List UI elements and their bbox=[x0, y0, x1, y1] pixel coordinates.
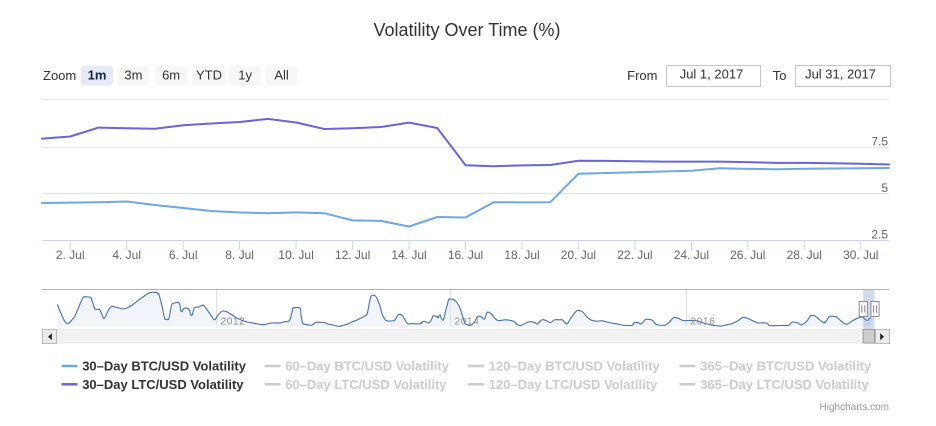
svg-text:28. Jul: 28. Jul bbox=[787, 248, 822, 262]
svg-text:Jul 31, 2017: Jul 31, 2017 bbox=[805, 67, 876, 82]
svg-text:12. Jul: 12. Jul bbox=[335, 248, 370, 262]
svg-text:Jul 1, 2017: Jul 1, 2017 bbox=[680, 67, 744, 82]
svg-text:20. Jul: 20. Jul bbox=[561, 248, 596, 262]
svg-text:14. Jul: 14. Jul bbox=[391, 248, 426, 262]
svg-text:2016: 2016 bbox=[691, 317, 716, 328]
svg-text:365–Day LTC/USD Volatility: 365–Day LTC/USD Volatility bbox=[700, 377, 869, 392]
svg-text:2. Jul: 2. Jul bbox=[56, 248, 85, 262]
svg-text:6. Jul: 6. Jul bbox=[169, 248, 198, 262]
svg-text:30–Day LTC/USD Volatility: 30–Day LTC/USD Volatility bbox=[82, 377, 244, 392]
svg-text:4. Jul: 4. Jul bbox=[112, 248, 141, 262]
svg-text:16. Jul: 16. Jul bbox=[448, 248, 483, 262]
svg-text:7.5: 7.5 bbox=[871, 134, 888, 148]
svg-text:60–Day LTC/USD Volatility: 60–Day LTC/USD Volatility bbox=[285, 377, 447, 392]
svg-text:1m: 1m bbox=[88, 68, 107, 83]
svg-text:120–Day BTC/USD Volatility: 120–Day BTC/USD Volatility bbox=[489, 359, 661, 374]
svg-text:30. Jul: 30. Jul bbox=[843, 248, 878, 262]
svg-text:60–Day BTC/USD Volatility: 60–Day BTC/USD Volatility bbox=[285, 359, 450, 374]
svg-text:24. Jul: 24. Jul bbox=[674, 248, 709, 262]
svg-text:1y: 1y bbox=[238, 68, 252, 83]
svg-text:10. Jul: 10. Jul bbox=[278, 248, 313, 262]
svg-text:YTD: YTD bbox=[196, 68, 222, 83]
svg-text:2.5: 2.5 bbox=[871, 227, 888, 241]
svg-text:8. Jul: 8. Jul bbox=[225, 248, 254, 262]
svg-text:120–Day LTC/USD Volatility: 120–Day LTC/USD Volatility bbox=[489, 377, 658, 392]
svg-text:30–Day BTC/USD Volatility: 30–Day BTC/USD Volatility bbox=[82, 359, 247, 374]
svg-text:2014: 2014 bbox=[455, 317, 480, 328]
svg-text:Highcharts.com: Highcharts.com bbox=[820, 402, 889, 413]
svg-text:22. Jul: 22. Jul bbox=[617, 248, 652, 262]
svg-text:Volatility Over Time (%): Volatility Over Time (%) bbox=[373, 20, 560, 40]
svg-text:2012: 2012 bbox=[221, 317, 246, 328]
svg-text:6m: 6m bbox=[162, 68, 180, 83]
svg-text:18. Jul: 18. Jul bbox=[504, 248, 539, 262]
svg-text:5: 5 bbox=[881, 181, 888, 195]
svg-text:To: To bbox=[773, 68, 787, 83]
svg-text:3m: 3m bbox=[124, 68, 142, 83]
svg-text:26. Jul: 26. Jul bbox=[730, 248, 765, 262]
svg-text:Zoom: Zoom bbox=[43, 68, 76, 83]
svg-text:365–Day BTC/USD Volatility: 365–Day BTC/USD Volatility bbox=[700, 359, 872, 374]
svg-text:All: All bbox=[274, 68, 289, 83]
svg-text:From: From bbox=[627, 68, 657, 83]
